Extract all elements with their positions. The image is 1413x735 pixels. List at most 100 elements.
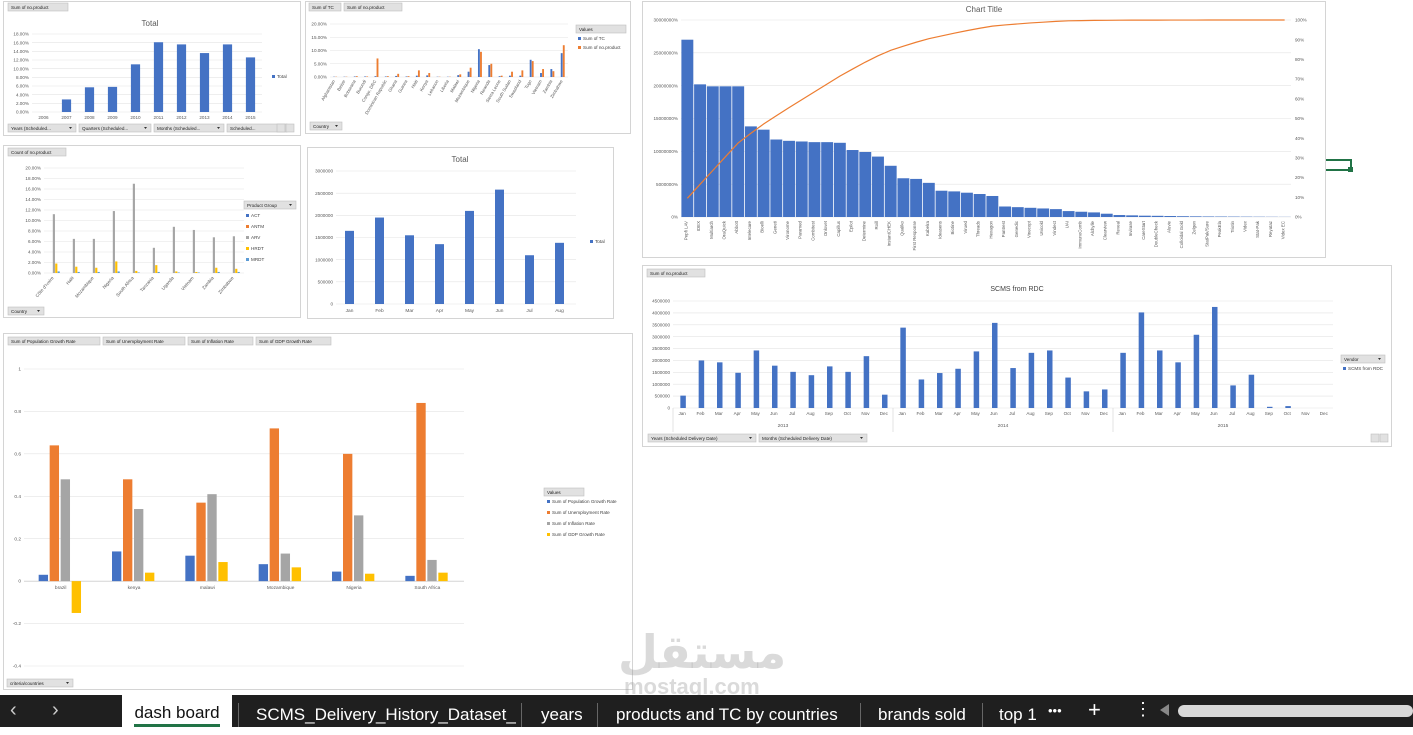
y-tick-label: 3000000 bbox=[652, 334, 670, 339]
hscroll-left-icon[interactable] bbox=[1160, 704, 1169, 716]
bar bbox=[345, 231, 354, 304]
bar bbox=[435, 244, 444, 304]
y-tick-label: 30000000% bbox=[653, 18, 678, 23]
bar bbox=[98, 272, 100, 273]
bar bbox=[375, 218, 384, 304]
x-tick-label: Ideasens bbox=[938, 220, 943, 239]
y2-tick-label: 0% bbox=[1295, 215, 1302, 220]
x-tick-label: Nigeria bbox=[102, 275, 115, 290]
x-tick-label: Aug bbox=[806, 411, 815, 416]
bar bbox=[550, 69, 552, 77]
more-tabs-icon[interactable]: ••• bbox=[1048, 703, 1062, 718]
tab-top-1[interactable]: top 1 bbox=[999, 695, 1037, 727]
x-tick-label: Zimbabwe bbox=[217, 275, 235, 295]
selection-dot[interactable] bbox=[1348, 167, 1353, 172]
bar bbox=[961, 193, 973, 217]
bar bbox=[55, 264, 57, 273]
y-tick-label: 0.00% bbox=[314, 75, 327, 80]
legend-label: HRDT bbox=[251, 246, 264, 251]
bar bbox=[495, 190, 504, 304]
bar bbox=[1050, 209, 1062, 217]
y-tick-label: 500000 bbox=[318, 279, 334, 284]
bar bbox=[195, 272, 197, 273]
y-tick-label: 14.00% bbox=[13, 49, 29, 54]
tab-scms-delivery[interactable]: SCMS_Delivery_History_Dataset_ bbox=[256, 695, 516, 727]
bar bbox=[134, 509, 143, 581]
legend-label: MRDT bbox=[251, 257, 264, 262]
bar bbox=[61, 479, 70, 581]
x-tick-label: Mar bbox=[715, 411, 723, 416]
collapse-button[interactable] bbox=[286, 124, 294, 132]
x-tick-label: Aug bbox=[1246, 411, 1255, 416]
bar bbox=[859, 152, 871, 217]
x-tick-label: Zelgen bbox=[1192, 220, 1197, 234]
bar bbox=[395, 76, 397, 77]
x-tick-label: Geneti bbox=[772, 221, 777, 234]
tab-products-tc[interactable]: products and TC by countries bbox=[616, 695, 838, 727]
bar bbox=[735, 373, 741, 408]
more-options-icon[interactable]: ⋮ bbox=[1134, 699, 1152, 720]
y2-tick-label: 20% bbox=[1295, 175, 1304, 180]
x-tick-label: Vinecopt bbox=[1026, 220, 1031, 238]
collapse-button[interactable] bbox=[1380, 434, 1388, 442]
tab-years[interactable]: years bbox=[541, 695, 583, 727]
bar bbox=[1164, 216, 1176, 217]
x-tick-label: Virued bbox=[963, 220, 968, 233]
bar bbox=[62, 99, 71, 112]
legend-title-label: Product Group bbox=[247, 203, 277, 208]
add-sheet-icon[interactable]: + bbox=[1088, 697, 1101, 723]
x-tick-label: Jun bbox=[990, 411, 998, 416]
y-tick-label: -0.2 bbox=[13, 621, 22, 627]
bar bbox=[145, 573, 154, 581]
bar bbox=[885, 166, 897, 217]
y-tick-label: 0.00% bbox=[28, 271, 41, 276]
bar bbox=[783, 141, 795, 217]
y2-tick-label: 80% bbox=[1295, 57, 1304, 62]
scroll-left-icon[interactable]: ‹ bbox=[10, 699, 17, 722]
legend-swatch bbox=[590, 240, 593, 243]
bar bbox=[281, 554, 290, 582]
bar bbox=[530, 60, 532, 77]
x-tick-label: 2008 bbox=[84, 115, 95, 120]
x-tick-label: 2013 bbox=[199, 115, 210, 120]
bar bbox=[992, 323, 998, 408]
field-button-label: Sum of Inflation Rate bbox=[191, 339, 234, 344]
watermark: مستقل mostaql.com bbox=[618, 628, 786, 698]
bar bbox=[135, 271, 137, 273]
y-tick-label: 0.2 bbox=[14, 536, 21, 542]
x-tick-label: Côte d'Ivoire bbox=[34, 275, 55, 298]
chart-title: Total bbox=[452, 155, 469, 164]
x-tick-label: Apr bbox=[734, 411, 742, 416]
bar bbox=[1075, 212, 1087, 217]
bar bbox=[1139, 216, 1151, 217]
bar bbox=[937, 373, 943, 408]
legend-label: Total bbox=[595, 239, 605, 244]
bar bbox=[923, 183, 935, 217]
horizontal-scrollbar[interactable] bbox=[1178, 705, 1413, 717]
bar bbox=[499, 76, 501, 77]
bar bbox=[235, 269, 237, 273]
filter-button-label: Months (Scheduled... bbox=[157, 126, 200, 131]
x-tick-label: 2015 bbox=[245, 115, 256, 120]
bar bbox=[1267, 407, 1273, 408]
y2-tick-label: 30% bbox=[1295, 156, 1304, 161]
bar bbox=[563, 45, 565, 77]
legend-swatch bbox=[246, 225, 249, 228]
bar bbox=[173, 227, 175, 273]
bar bbox=[343, 454, 352, 581]
tab-dash-board[interactable]: dash board bbox=[122, 695, 232, 727]
x-tick-label: Uganda bbox=[161, 275, 175, 291]
tab-brands-sold[interactable]: brands sold bbox=[878, 695, 966, 727]
expand-button[interactable] bbox=[1371, 434, 1379, 442]
bar bbox=[50, 445, 59, 581]
legend-swatch bbox=[547, 511, 550, 514]
scroll-right-icon[interactable]: › bbox=[52, 699, 59, 722]
legend-swatch bbox=[578, 46, 581, 49]
x-tick-label: Vironome bbox=[785, 220, 790, 239]
x-tick-label: Vietnam bbox=[180, 275, 195, 291]
expand-button[interactable] bbox=[277, 124, 285, 132]
